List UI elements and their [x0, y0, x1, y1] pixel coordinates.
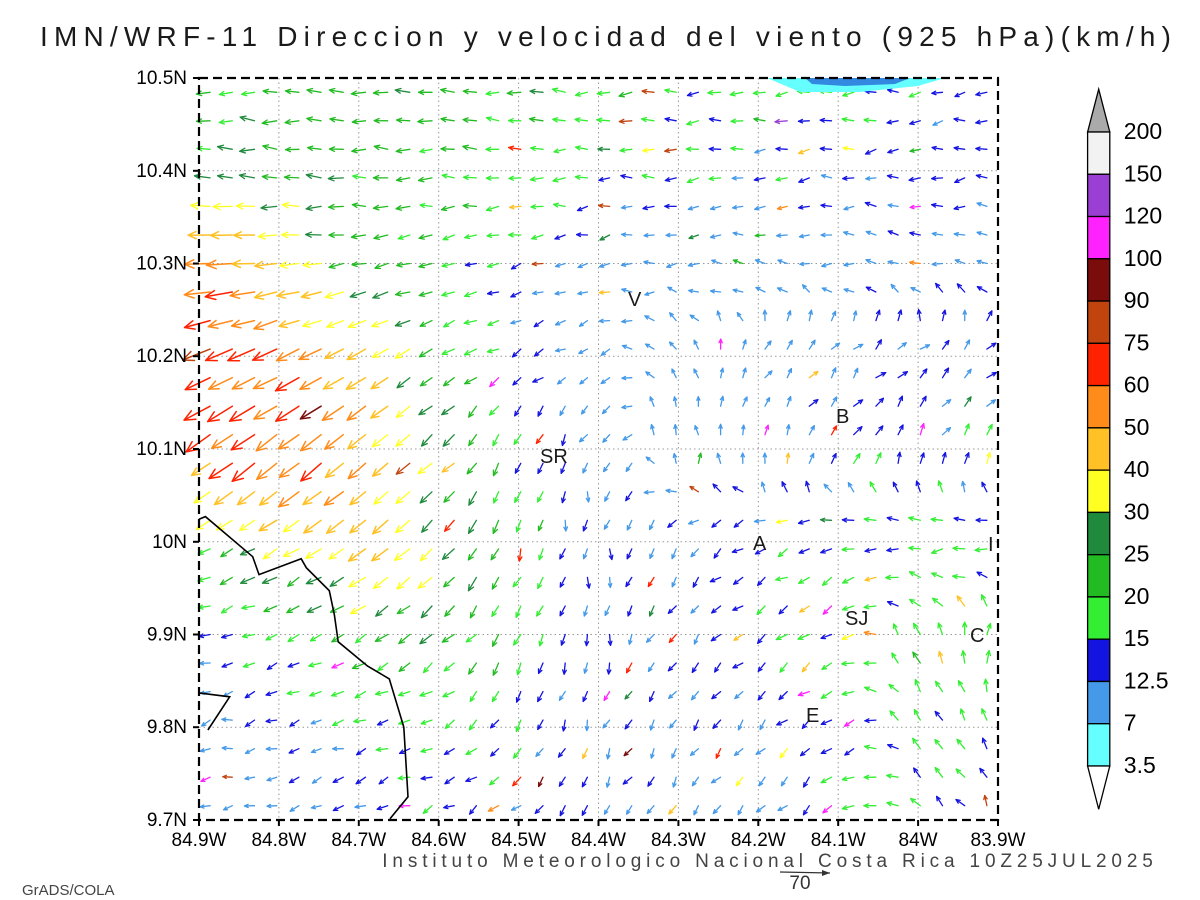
svg-text:75: 75 [1124, 329, 1150, 355]
svg-text:10N: 10N [152, 532, 187, 553]
svg-text:9.8N: 9.8N [147, 717, 187, 738]
svg-text:IMN/WRF-11 Direccion y velocid: IMN/WRF-11 Direccion y velocidad del vie… [40, 21, 1177, 52]
svg-text:9.9N: 9.9N [147, 625, 187, 646]
svg-text:9.7N: 9.7N [147, 810, 187, 831]
svg-text:SR: SR [540, 446, 568, 468]
svg-text:25: 25 [1124, 541, 1150, 567]
svg-text:3.5: 3.5 [1124, 752, 1156, 778]
svg-text:A: A [753, 533, 767, 555]
svg-text:100: 100 [1124, 245, 1162, 271]
svg-text:90: 90 [1124, 287, 1150, 313]
svg-text:150: 150 [1124, 160, 1162, 186]
svg-text:SJ: SJ [845, 608, 868, 630]
svg-text:E: E [806, 705, 819, 727]
svg-text:7: 7 [1124, 710, 1137, 736]
svg-text:Instituto Meteorologico Nacion: Instituto Meteorologico Nacional Costa R… [382, 851, 1157, 872]
svg-text:84.9W: 84.9W [172, 830, 227, 851]
svg-text:83.9W: 83.9W [971, 830, 1026, 851]
svg-text:10.3N: 10.3N [136, 254, 187, 275]
svg-text:10.1N: 10.1N [136, 439, 187, 460]
svg-text:I: I [988, 534, 994, 556]
svg-text:84.2W: 84.2W [731, 830, 786, 851]
svg-text:84.6W: 84.6W [411, 830, 466, 851]
svg-text:40: 40 [1124, 456, 1150, 482]
svg-text:C: C [970, 625, 984, 647]
svg-text:84.4W: 84.4W [571, 830, 626, 851]
svg-text:50: 50 [1124, 414, 1150, 440]
svg-text:120: 120 [1124, 203, 1162, 229]
svg-text:84W: 84W [899, 830, 938, 851]
svg-text:10.2N: 10.2N [136, 346, 187, 367]
svg-text:60: 60 [1124, 372, 1150, 398]
svg-text:15: 15 [1124, 625, 1150, 651]
svg-text:84.8W: 84.8W [251, 830, 306, 851]
svg-text:12.5: 12.5 [1124, 667, 1169, 693]
svg-text:V: V [628, 289, 642, 311]
svg-text:84.5W: 84.5W [491, 830, 546, 851]
svg-text:84.3W: 84.3W [651, 830, 706, 851]
svg-text:GrADS/COLA: GrADS/COLA [22, 882, 115, 899]
svg-text:84.1W: 84.1W [811, 830, 866, 851]
svg-text:30: 30 [1124, 498, 1150, 524]
svg-text:84.7W: 84.7W [331, 830, 386, 851]
svg-text:200: 200 [1124, 118, 1162, 144]
svg-text:10.5N: 10.5N [136, 68, 187, 89]
svg-text:20: 20 [1124, 583, 1150, 609]
svg-text:B: B [836, 406, 849, 428]
svg-text:70: 70 [789, 873, 810, 894]
svg-text:10.4N: 10.4N [136, 161, 187, 182]
